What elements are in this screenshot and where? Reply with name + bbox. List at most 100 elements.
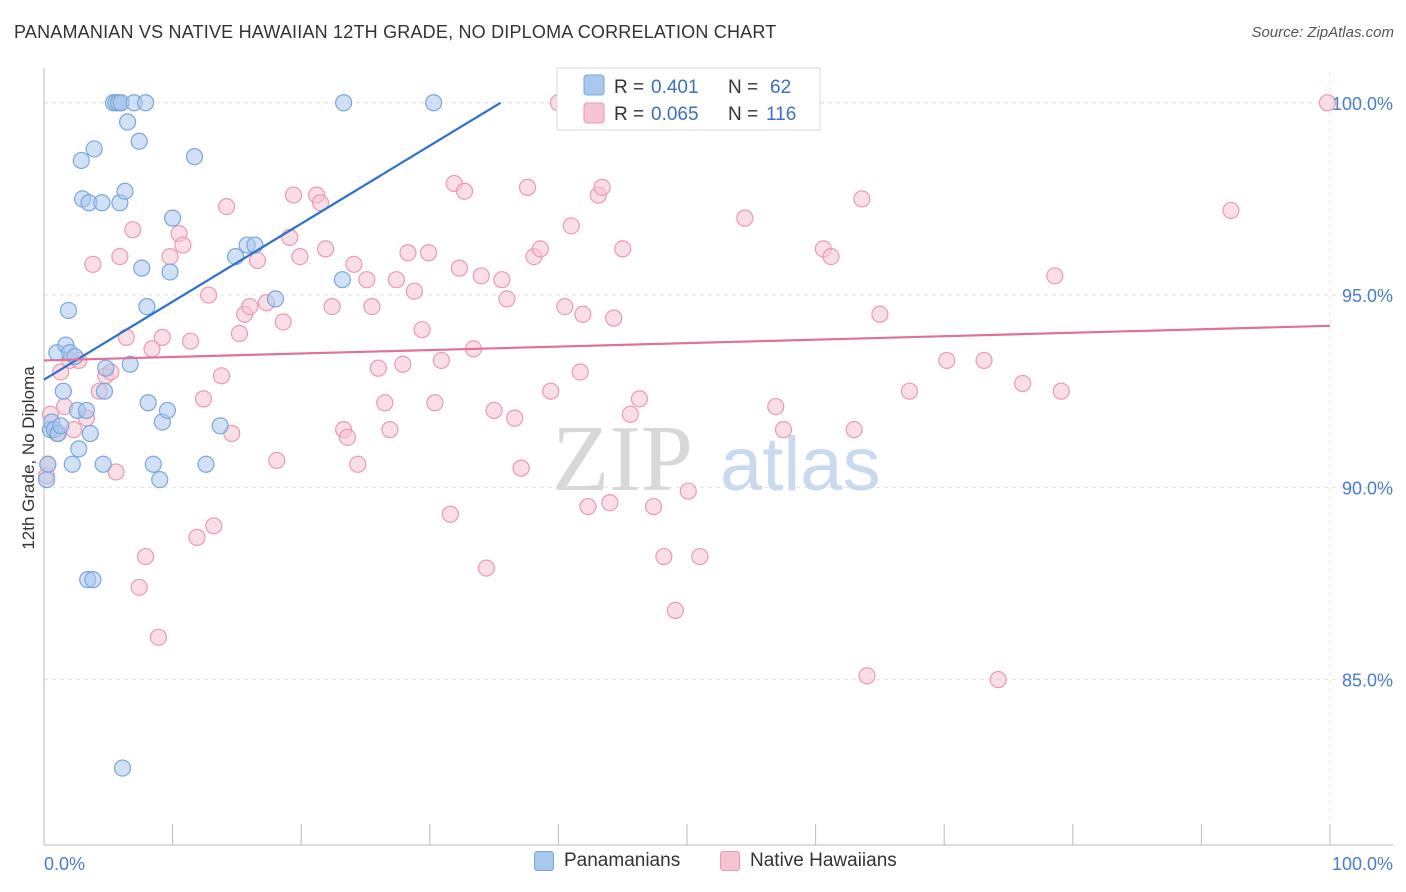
native-hawaiians-point — [432, 351, 450, 370]
stats-n-label-2: N = — [728, 104, 758, 125]
native-hawaiians-point — [601, 494, 619, 512]
watermark: ZIP atlas — [552, 407, 881, 511]
panamanians-point — [85, 140, 103, 158]
panamanians-point — [52, 417, 70, 435]
native-hawaiians-point — [153, 328, 171, 346]
stats-n-label-1: N = — [728, 77, 758, 98]
native-hawaiians-point — [574, 305, 592, 323]
native-hawaiians-point — [182, 332, 200, 350]
native-hawaiians-point — [1052, 382, 1070, 400]
native-hawaiians-point — [419, 244, 438, 262]
native-hawaiians-point — [174, 236, 192, 254]
panamanians-point — [94, 455, 112, 473]
native-hawaiians-point — [268, 451, 286, 470]
native-hawaiians-point — [1318, 94, 1337, 112]
native-hawaiians-point — [450, 259, 468, 277]
native-hawaiians-point — [405, 282, 423, 300]
native-hawaiians-point — [556, 297, 574, 316]
panamanians-point — [139, 394, 157, 412]
bottom-legend: Panamanians Native Hawaiians — [0, 850, 1406, 880]
native-hawaiians-point — [493, 271, 511, 289]
native-hawaiians-point — [394, 355, 412, 373]
native-hawaiians-point — [571, 363, 589, 381]
native-hawaiians-point — [518, 178, 537, 196]
y-axis-label: 12th Grade, No Diploma — [19, 366, 38, 550]
native-hawaiians-point — [284, 186, 303, 204]
y-tick-label: 85.0% — [1342, 671, 1393, 691]
native-hawaiians-point — [562, 217, 580, 235]
panamanians-point — [59, 301, 78, 320]
native-hawaiians-point — [593, 178, 611, 196]
legend-item-panamanians[interactable]: Panamanians — [534, 850, 680, 872]
native-hawaiians-point — [614, 240, 632, 258]
panamanians-point — [118, 113, 137, 131]
panamanians-point — [133, 259, 151, 277]
stats-r-value-1: 0.401 — [651, 77, 699, 98]
native-hawaiians-point — [376, 394, 394, 412]
native-hawaiians-point — [149, 628, 168, 646]
native-hawaiians-point — [200, 286, 218, 304]
native-hawaiians-point — [853, 190, 871, 208]
panamanians-point — [93, 194, 111, 212]
panamanians-point — [197, 455, 215, 473]
panamanians-point — [113, 759, 132, 777]
native-hawaiians-point — [363, 297, 381, 316]
panamanians-point — [335, 94, 353, 112]
native-hawaiians-point — [399, 244, 417, 262]
panamanians-point — [84, 571, 102, 589]
native-hawaiians-point — [975, 351, 993, 370]
stats-r-label-1: R = — [614, 77, 644, 98]
native-hawaiians-point — [107, 463, 125, 481]
native-hawaiians-point — [774, 421, 793, 439]
native-hawaiians-point — [349, 455, 367, 473]
native-hawaiians-point — [679, 482, 697, 500]
legend-label-panamanians: Panamanians — [564, 850, 681, 871]
panamanians-point — [136, 94, 155, 112]
native-hawaiians-point — [205, 517, 223, 535]
native-hawaiians-point — [369, 359, 387, 377]
native-hawaiians-point — [506, 409, 524, 427]
native-hawaiians-point — [472, 267, 490, 285]
native-hawaiians-point — [621, 405, 640, 423]
legend-item-native-hawaiians[interactable]: Native Hawaiians — [720, 850, 897, 872]
native-hawaiians-point — [579, 497, 597, 516]
stats-legend: R = 0.401 N = 62 R = 0.065 N = 116 — [556, 67, 821, 131]
panamanians-point — [70, 440, 88, 458]
native-hawaiians-point — [767, 397, 785, 416]
panamanians-point — [144, 455, 162, 473]
native-hawaiians-point — [194, 390, 213, 408]
native-hawaiians-point — [845, 421, 863, 439]
native-hawaiians-point — [605, 309, 623, 327]
native-hawaiians-point — [938, 351, 956, 370]
stats-r-label-2: R = — [614, 104, 644, 125]
native-hawaiians-point — [323, 297, 341, 316]
watermark-zip: ZIP — [552, 407, 693, 511]
native-hawaiians-point — [441, 505, 459, 523]
native-hawaiians-point — [230, 324, 249, 343]
native-hawaiians-point — [531, 240, 549, 258]
native-hawaiians-point — [136, 547, 155, 566]
native-hawaiians-point — [218, 198, 236, 216]
panamanians-point — [116, 182, 134, 200]
panamanians-point — [164, 209, 182, 227]
y-tick-labels: 85.0% 90.0% 95.0% 100.0% — [1332, 94, 1393, 691]
panamanians-point — [211, 417, 229, 435]
panamanians-point — [158, 401, 177, 420]
native-hawaiians-point — [477, 559, 495, 577]
native-hawaiians-point — [666, 601, 685, 620]
native-hawaiians-point — [84, 255, 102, 273]
chart-title: PANAMANIAN VS NATIVE HAWAIIAN 12TH GRADE… — [14, 22, 777, 42]
native-hawaiians-point — [858, 667, 876, 685]
native-hawaiians-point — [822, 247, 840, 266]
native-hawaiians-point — [542, 382, 560, 400]
native-hawaiians-point — [630, 390, 649, 408]
native-hawaiians-point — [338, 428, 357, 446]
native-hawaiians-point — [644, 497, 663, 516]
panamanians-point — [72, 151, 90, 170]
y-tick-label: 90.0% — [1342, 478, 1393, 498]
native-hawaiians-point — [871, 305, 889, 323]
y-tick-label: 100.0% — [1332, 94, 1393, 114]
panamanians-point — [63, 455, 81, 473]
panamanians-point — [121, 355, 139, 373]
native-hawaiians-point — [413, 321, 431, 339]
